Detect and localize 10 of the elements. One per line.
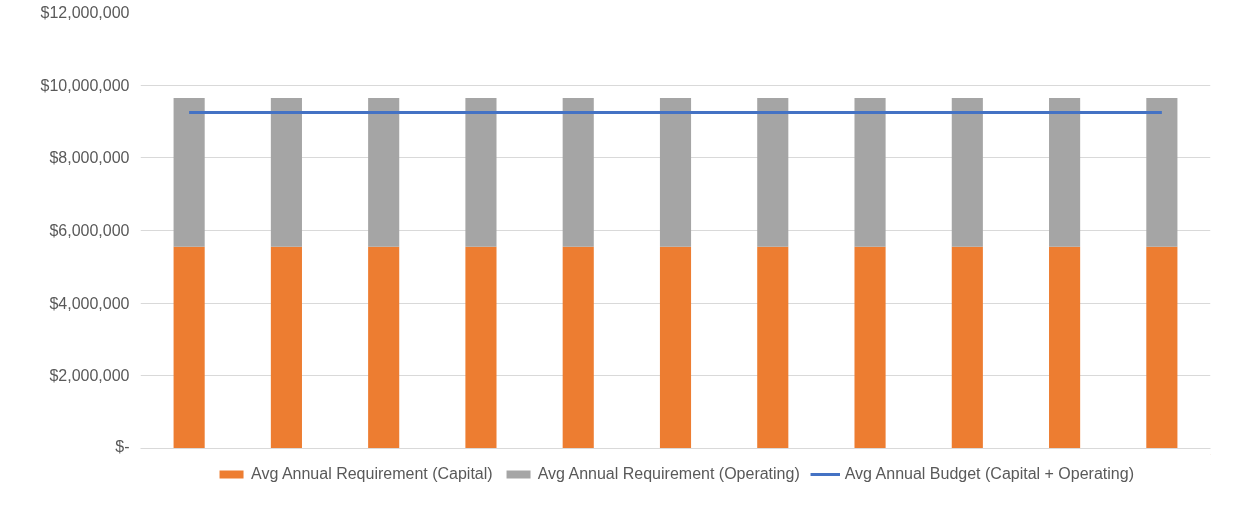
y-tick-label: $2,000,000 xyxy=(49,367,130,385)
y-tick-label: $12,000,000 xyxy=(40,4,130,21)
y-tick-label: $4,000,000 xyxy=(49,294,130,312)
legend-label: Avg Annual Budget (Capital + Operating) xyxy=(844,465,1134,483)
y-tick-label: $10,000,000 xyxy=(40,76,130,94)
legend-label: Avg Annual Requirement (Operating) xyxy=(537,465,800,483)
y-tick-label: $6,000,000 xyxy=(49,222,130,239)
y-tick-label: $8,000,000 xyxy=(49,149,130,167)
y-tick-label: $- xyxy=(115,437,130,455)
legend-label: Avg Annual Requirement (Capital) xyxy=(251,465,493,483)
